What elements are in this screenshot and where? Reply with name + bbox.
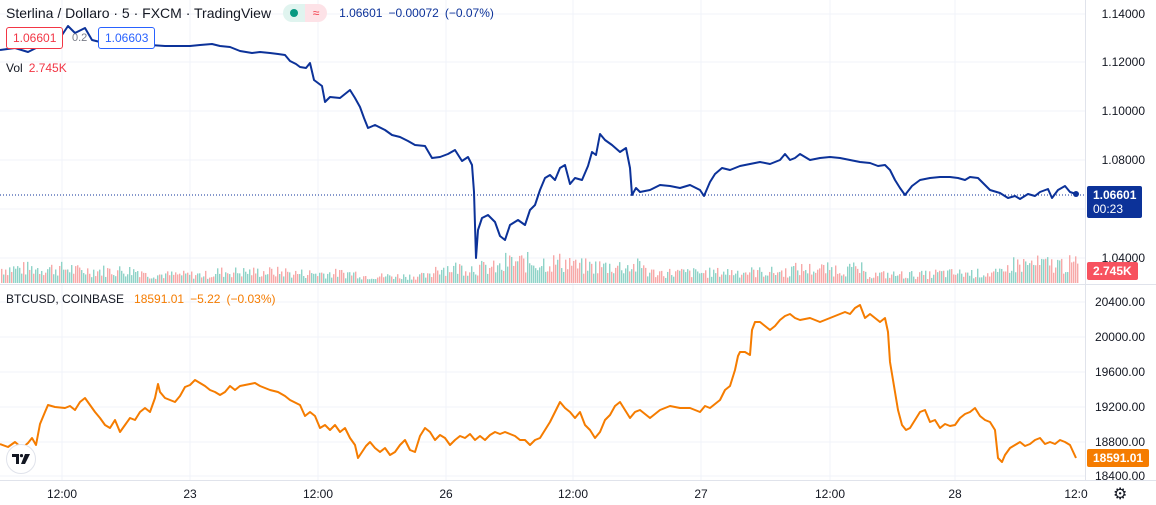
time-axis[interactable] <box>0 481 1085 505</box>
last-price-tag: 1.06601 00:23 <box>1087 186 1143 218</box>
last-price-tag-value: 1.06601 <box>1093 188 1137 202</box>
axis-label: 18800.00 <box>1094 435 1145 449</box>
change-pct-value: (−0.07%) <box>444 6 494 20</box>
time-label: 26 <box>439 487 453 501</box>
market-status-badge[interactable]: ≈ <box>283 4 328 22</box>
grid-lines <box>0 0 1085 480</box>
gbpusd-line <box>0 25 1077 259</box>
btcusd-line <box>0 304 1077 463</box>
btc-last-price: 18591.01 <box>134 292 185 306</box>
axis-label: 1.10000 <box>1101 104 1145 118</box>
last-price-value: 1.06601 <box>339 6 383 20</box>
time-label: 12:00 <box>814 487 846 501</box>
axis-label: 1.14000 <box>1101 7 1145 21</box>
bar-countdown: 00:23 <box>1093 202 1124 216</box>
btc-legend: BTCUSD, COINBASE 18591.01 −5.22 (−0.03%) <box>6 292 276 306</box>
time-label: 28 <box>948 487 962 501</box>
time-label: 12:00 <box>302 487 334 501</box>
tradingview-logo[interactable] <box>6 444 36 474</box>
tradingview-logo-icon <box>12 454 30 464</box>
axis-label: 19600.00 <box>1094 365 1145 379</box>
axis-label: 1.12000 <box>1101 55 1145 69</box>
volume-value: 2.745K <box>28 61 67 75</box>
volume-tag: 2.745K <box>1087 262 1138 280</box>
axis-label: 18400.00 <box>1094 469 1145 483</box>
spread-value: 0.2 <box>72 32 88 44</box>
time-label: 12:00 <box>46 487 78 501</box>
time-label: 12:00 <box>557 487 589 501</box>
time-label: 23 <box>183 487 197 501</box>
buy-price-button[interactable]: 1.06603 <box>98 27 156 49</box>
btc-change-pct: (−0.03%) <box>226 292 276 306</box>
time-label: 27 <box>694 487 708 501</box>
sell-price-button[interactable]: 1.06601 <box>6 27 64 49</box>
symbol-title[interactable]: Sterlina / Dollaro · 5 · FXCM · TradingV… <box>6 5 272 21</box>
axis-label: 1.04000 <box>1101 251 1145 265</box>
btc-last-price-tag: 18591.01 <box>1087 449 1150 467</box>
volume-legend: Vol 2.745K <box>6 61 67 75</box>
axis-label: 1.08000 <box>1101 153 1145 167</box>
delayed-data-icon: ≈ <box>305 4 328 22</box>
axis-label: 19200.00 <box>1094 400 1145 414</box>
settings-gear-icon[interactable]: ⚙ <box>1113 486 1128 503</box>
change-value: −0.00072 <box>388 6 439 20</box>
gbpusd-last-point <box>1073 191 1079 197</box>
main-price-axis[interactable]: 1.14000 1.12000 1.10000 1.08000 1.04000 … <box>1085 0 1156 284</box>
main-legend: Sterlina / Dollaro · 5 · FXCM · TradingV… <box>6 4 494 22</box>
btc-symbol-title[interactable]: BTCUSD, COINBASE <box>6 292 125 306</box>
axis-label: 20000.00 <box>1094 330 1145 344</box>
axis-label: 20400.00 <box>1094 295 1145 309</box>
time-axis-divider <box>0 480 1156 481</box>
volume-label: Vol <box>6 61 23 75</box>
volume-bars <box>1 251 1079 283</box>
chart-canvas[interactable] <box>0 0 1085 505</box>
pane-divider[interactable] <box>0 284 1156 285</box>
btc-price-axis[interactable]: 20400.00 20000.00 19600.00 19200.00 1880… <box>1085 285 1156 483</box>
market-open-dot-icon <box>283 4 306 22</box>
time-label: 12:0 <box>1064 487 1088 501</box>
btc-change: −5.22 <box>190 292 221 306</box>
